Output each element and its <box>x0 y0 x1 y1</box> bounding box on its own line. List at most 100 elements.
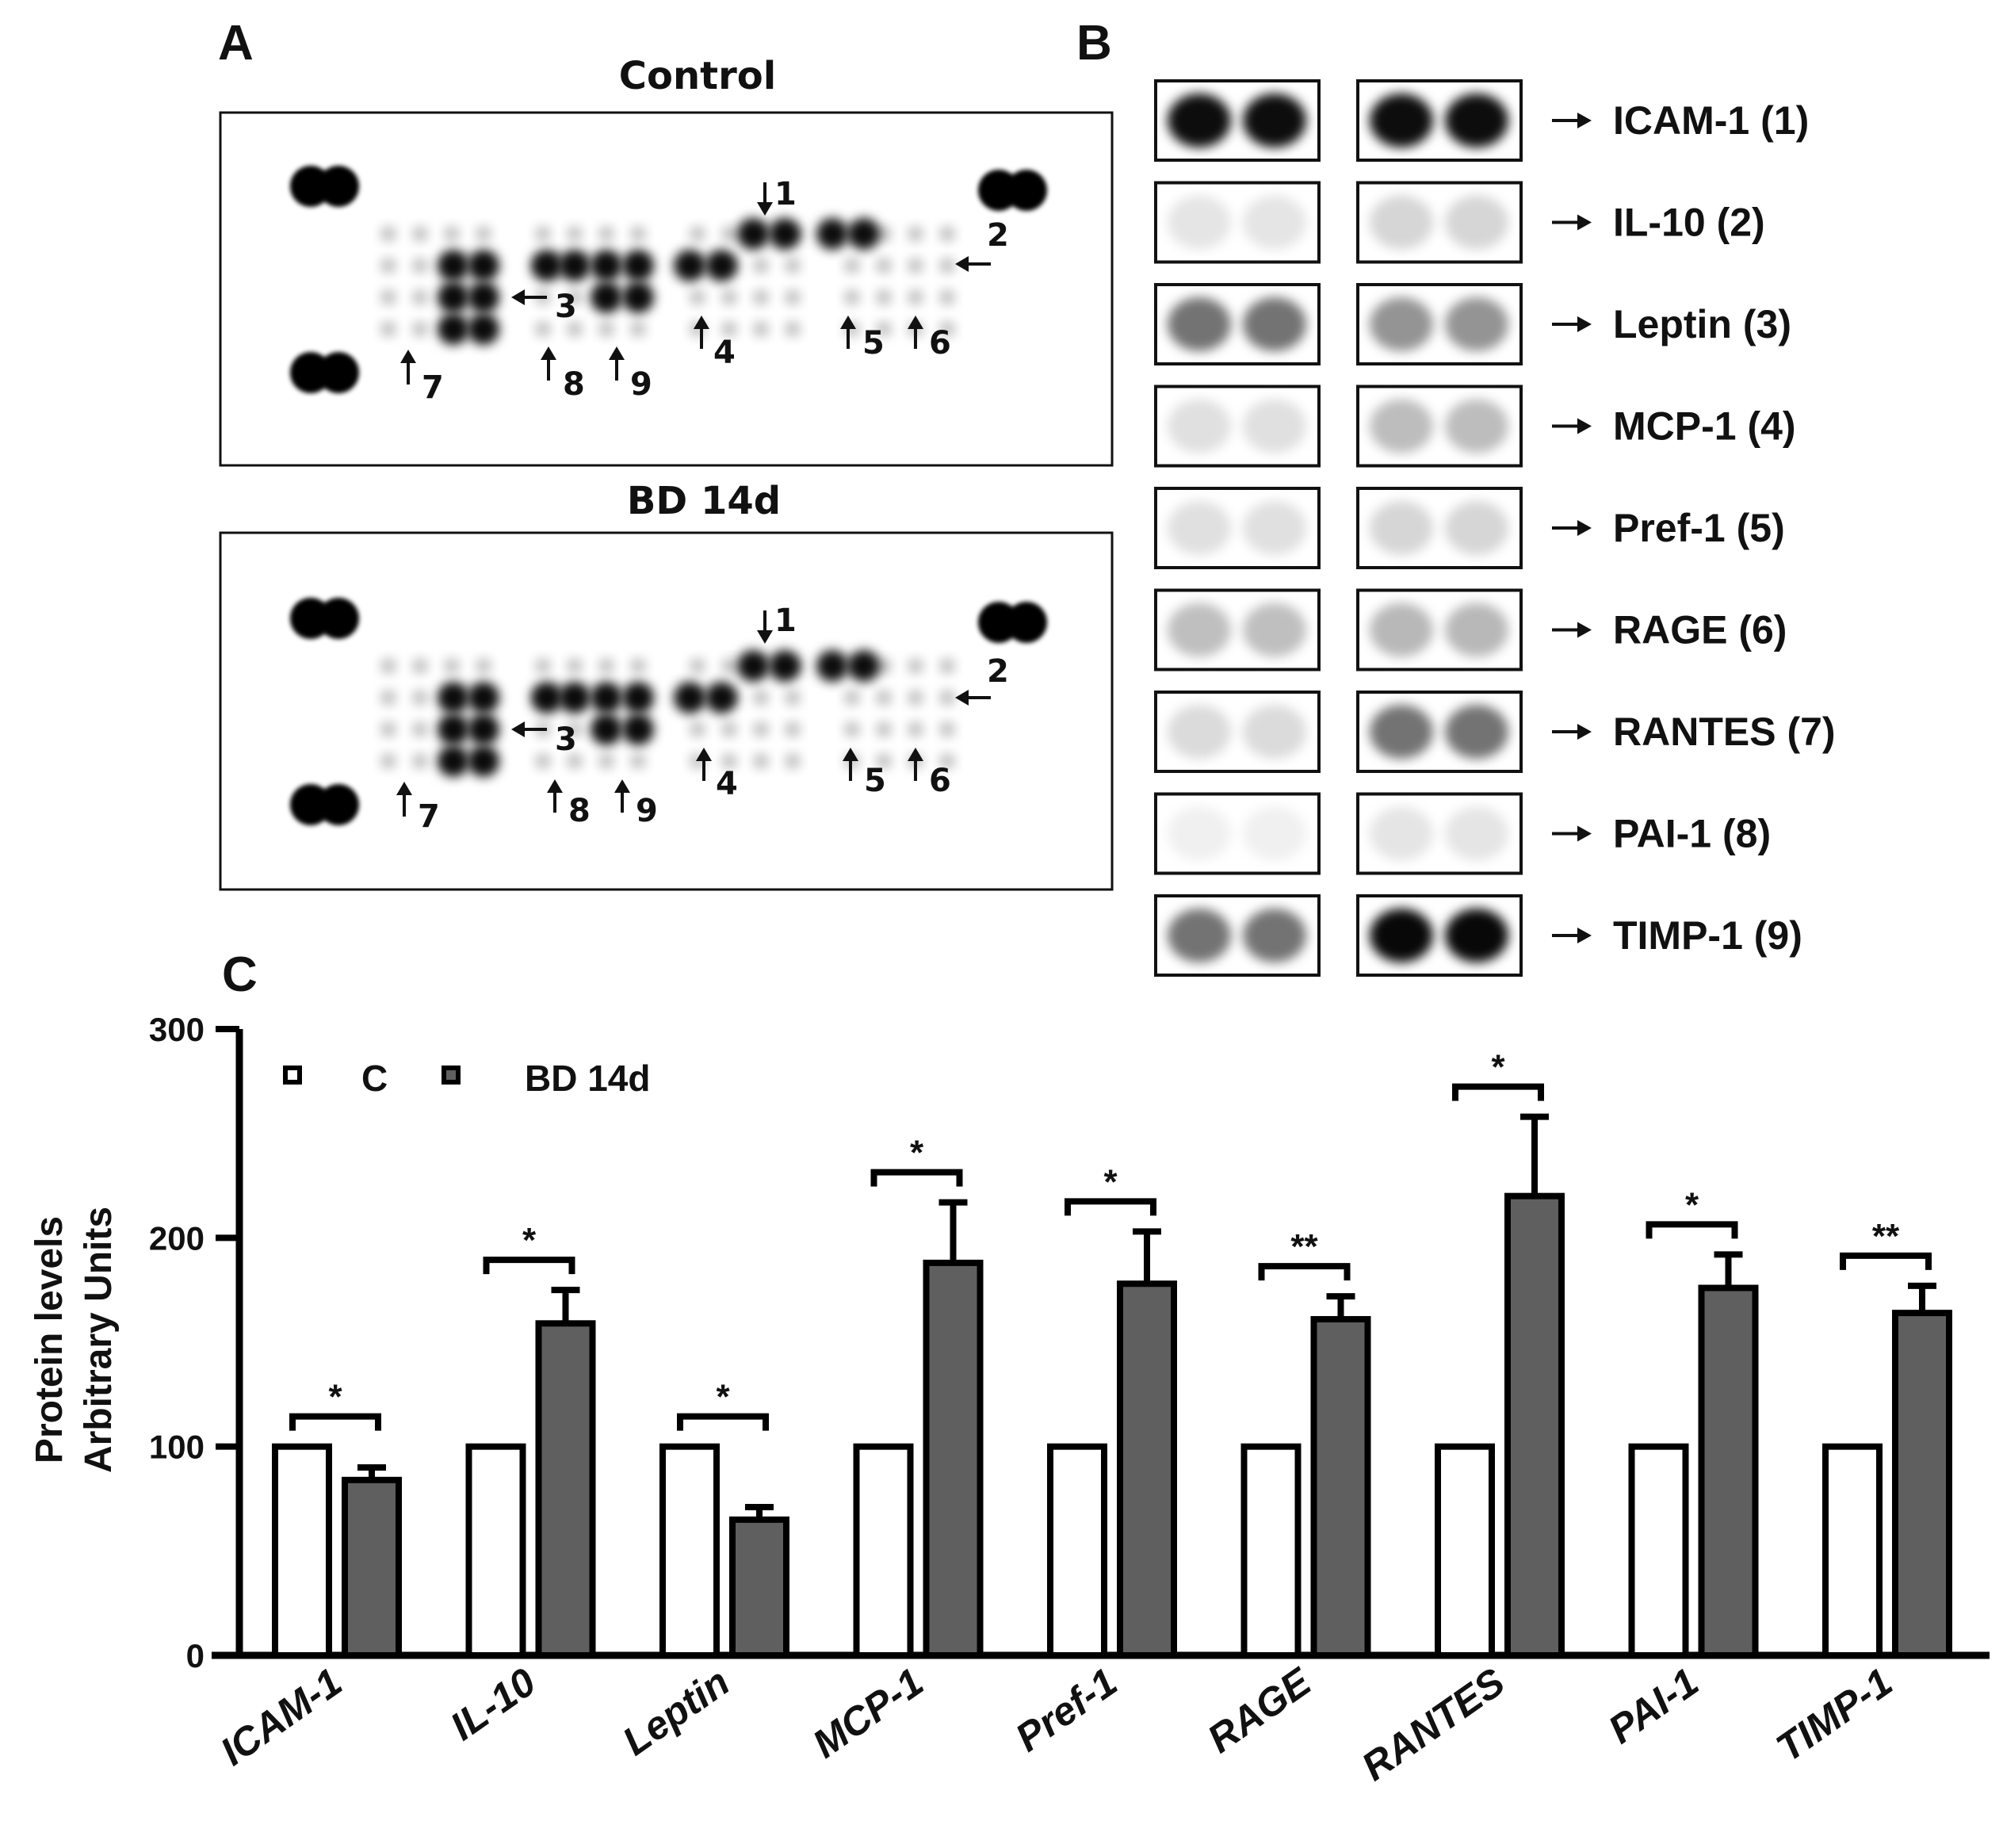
bar-c <box>465 1443 526 1659</box>
array-spot <box>567 321 583 337</box>
array-spot <box>844 721 860 737</box>
array-spot <box>753 721 769 737</box>
array-spot <box>939 321 955 337</box>
arrow-label-8: 8 <box>568 793 591 829</box>
blot-arrow-head <box>1577 520 1592 536</box>
array-spot <box>844 258 860 274</box>
blot-row: PAI-1 (8) <box>1154 792 1771 875</box>
blot-label: ICAM-1 (1) <box>1613 98 1809 143</box>
array-spot <box>630 753 646 769</box>
array-spot <box>444 226 460 242</box>
blot-band <box>1370 705 1433 759</box>
array-spot <box>591 250 622 281</box>
y-axis-title-line-2: Arbitrary Units <box>78 1207 120 1473</box>
array-spot <box>753 690 769 706</box>
bar-c <box>659 1443 720 1659</box>
membrane-bd14d-title: BD 14d <box>627 479 781 523</box>
category-label: Leptin <box>614 1659 737 1764</box>
array-spot <box>785 258 801 274</box>
blot-band <box>1445 195 1508 250</box>
blot-band <box>1168 399 1231 453</box>
panel-c-letter: C <box>222 947 258 1002</box>
array-spot <box>318 166 359 207</box>
bar-c <box>1822 1443 1883 1659</box>
blot-row: ICAM-1 (1) <box>1154 79 1809 162</box>
blot-label: TIMP-1 (9) <box>1613 913 1802 958</box>
bar-bd14d <box>1310 1316 1371 1659</box>
arrow-label-9: 9 <box>630 366 652 403</box>
significance-marker: * <box>1103 1162 1118 1201</box>
blot-arrow-head <box>1577 825 1592 842</box>
arrow-label-3: 3 <box>555 721 577 758</box>
blot-band <box>1445 399 1508 453</box>
significance-marker: ** <box>1290 1227 1318 1266</box>
blot-band <box>1370 94 1433 147</box>
array-spot <box>412 721 428 737</box>
array-spot <box>535 226 551 242</box>
membrane-control-spots <box>290 166 1047 393</box>
blot-band <box>1445 297 1508 351</box>
array-spot <box>444 658 460 674</box>
significance-marker: * <box>1685 1185 1699 1224</box>
arrow-label-7: 7 <box>418 798 440 835</box>
array-spot <box>598 753 614 769</box>
legend-swatch-c <box>283 1066 302 1085</box>
array-spot <box>844 289 860 305</box>
array-spot <box>438 281 469 313</box>
blot-label: RAGE (6) <box>1613 608 1787 652</box>
blot-arrow-head <box>1577 418 1592 434</box>
blot-band <box>1370 909 1433 962</box>
bar-c <box>272 1443 332 1659</box>
arrow-label-4: 4 <box>716 766 738 802</box>
array-spot <box>622 281 654 313</box>
array-spot <box>876 721 892 737</box>
legend-swatch-bd14d <box>442 1066 461 1085</box>
arrow-label-7: 7 <box>422 369 444 406</box>
significance-marker: * <box>1491 1048 1505 1087</box>
blot-label: Leptin (3) <box>1613 302 1791 346</box>
array-spot <box>380 289 396 305</box>
blot-label: MCP-1 (4) <box>1613 404 1796 449</box>
array-spot <box>876 753 892 769</box>
array-spot <box>848 218 880 250</box>
array-spot <box>844 690 860 706</box>
bar-bd14d <box>1892 1310 1952 1659</box>
y-axis-title-line-1: Protein levels <box>29 1216 71 1463</box>
bar-bd14d <box>1504 1192 1565 1659</box>
blot-band <box>1370 501 1433 555</box>
arrow-label-8: 8 <box>563 366 585 403</box>
array-spot <box>598 226 614 242</box>
array-spot <box>559 682 591 714</box>
bar-c <box>853 1443 914 1659</box>
blot-band <box>1168 297 1231 351</box>
arrow-label-5: 5 <box>864 763 886 799</box>
array-spot <box>737 650 769 682</box>
blot-band <box>1168 501 1231 555</box>
array-spot <box>567 721 583 737</box>
bar-c <box>1435 1443 1495 1659</box>
array-spot <box>622 682 654 714</box>
bar-bd14d <box>923 1259 984 1659</box>
blot-band <box>1243 501 1306 555</box>
array-spot <box>476 226 491 242</box>
significance-bracket <box>289 1413 381 1431</box>
array-spot <box>908 226 923 242</box>
array-spot <box>939 258 955 274</box>
array-spot <box>876 321 892 337</box>
array-spot <box>721 289 737 305</box>
membrane-control: Control <box>219 54 1114 467</box>
array-spot <box>876 658 892 674</box>
array-spot <box>380 721 396 737</box>
array-spot <box>380 753 396 769</box>
array-spot <box>567 289 583 305</box>
bar-bd14d <box>1698 1284 1759 1659</box>
blot-band <box>1445 909 1508 962</box>
y-tick-label: 100 <box>149 1429 205 1466</box>
blot-row: Leptin (3) <box>1154 283 1791 365</box>
blot-band <box>1243 909 1306 962</box>
panel-a-letter: A <box>218 16 254 71</box>
blot-band <box>1243 705 1306 759</box>
blot-label: RANTES (7) <box>1613 710 1836 754</box>
array-spot <box>412 658 428 674</box>
membrane-bd14d: BD 14d <box>219 479 1114 891</box>
